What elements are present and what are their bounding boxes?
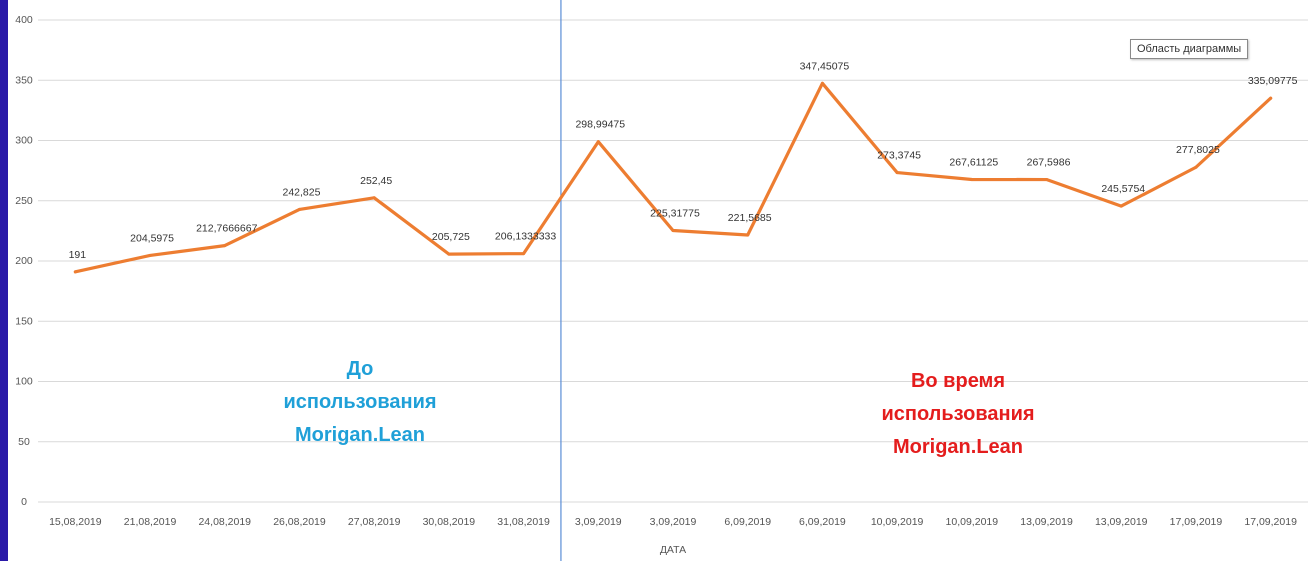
data-point <box>746 233 750 237</box>
data-point <box>596 140 600 144</box>
data-label: 221,5685 <box>728 212 772 224</box>
data-label: 267,61125 <box>949 157 998 169</box>
data-label: 242,825 <box>282 186 320 198</box>
x-tick-label: 17,09,2019 <box>1244 516 1297 528</box>
data-label: 191 <box>69 249 87 261</box>
x-tick-label: 13,09,2019 <box>1020 516 1073 528</box>
annotation-line: До <box>347 358 374 380</box>
annotation-line: использования <box>283 391 436 413</box>
annotation-line: Morigan.Lean <box>295 424 425 446</box>
y-tick-label: 300 <box>15 135 33 147</box>
y-tick-label: 250 <box>15 195 33 207</box>
data-point <box>297 207 301 211</box>
x-tick-label: 31,08,2019 <box>497 516 550 528</box>
x-tick-label: 24,08,2019 <box>198 516 251 528</box>
data-label: 298,99475 <box>575 119 625 131</box>
x-axis-title: ДАТА <box>660 544 686 556</box>
data-point <box>895 171 899 175</box>
y-tick-label: 400 <box>15 14 33 26</box>
y-tick-label: 0 <box>21 496 27 508</box>
x-tick-label: 15,08,2019 <box>49 516 102 528</box>
chart-area-tooltip: Область диаграммы <box>1130 39 1249 59</box>
x-tick-label: 6,09,2019 <box>799 516 846 528</box>
annotation-line: использования <box>881 403 1034 425</box>
y-tick-label: 350 <box>15 74 33 86</box>
x-tick-label: 3,09,2019 <box>650 516 697 528</box>
data-point <box>372 196 376 200</box>
data-point <box>148 253 152 257</box>
chart-frame: 0 50 100 150 200 250 300 350 400 15,08,2019 21,08,… <box>8 0 1315 561</box>
data-point <box>223 244 227 248</box>
data-point <box>1194 165 1198 169</box>
x-tick-label: 30,08,2019 <box>423 516 476 528</box>
data-point <box>447 252 451 256</box>
data-label: 204,5975 <box>130 232 174 244</box>
data-label: 252,45 <box>360 175 392 187</box>
x-tick-label: 6,09,2019 <box>724 516 771 528</box>
y-tick-label: 100 <box>15 376 33 388</box>
x-tick-label: 3,09,2019 <box>575 516 622 528</box>
data-label: 206,1333333 <box>495 231 556 243</box>
x-tick-label: 17,09,2019 <box>1170 516 1223 528</box>
y-tick-label: 150 <box>15 315 33 327</box>
x-tick-label: 10,09,2019 <box>946 516 999 528</box>
data-point <box>671 228 675 232</box>
data-point <box>970 178 974 182</box>
data-point <box>1045 178 1049 182</box>
data-label: 267,5986 <box>1027 157 1071 169</box>
data-label: 205,725 <box>432 231 470 243</box>
x-tick-label: 26,08,2019 <box>273 516 326 528</box>
x-tick-label: 10,09,2019 <box>871 516 924 528</box>
data-label: 225,31775 <box>650 207 700 219</box>
data-label: 277,8025 <box>1176 144 1220 156</box>
data-point <box>1119 204 1123 208</box>
data-point <box>522 252 526 256</box>
data-label: 335,09775 <box>1248 75 1298 87</box>
x-tick-label: 21,08,2019 <box>124 516 177 528</box>
series-line <box>73 81 1273 274</box>
x-tick-label: 27,08,2019 <box>348 516 401 528</box>
data-point <box>73 270 77 274</box>
data-label: 347,45075 <box>800 60 850 72</box>
y-tick-label: 200 <box>15 255 33 267</box>
x-tick-label: 13,09,2019 <box>1095 516 1148 528</box>
annotation-line: Morigan.Lean <box>893 436 1023 458</box>
line-chart[interactable]: 0 50 100 150 200 250 300 350 400 15,08,2019 21,08,… <box>8 0 1315 561</box>
data-label: 273,3745 <box>877 150 921 162</box>
y-tick-label: 50 <box>18 436 30 448</box>
annotation-line: Во время <box>911 370 1005 392</box>
data-label: 212,7666667 <box>196 223 257 235</box>
data-label: 245,5754 <box>1101 183 1145 195</box>
data-point <box>820 81 824 85</box>
data-point <box>1269 96 1273 100</box>
